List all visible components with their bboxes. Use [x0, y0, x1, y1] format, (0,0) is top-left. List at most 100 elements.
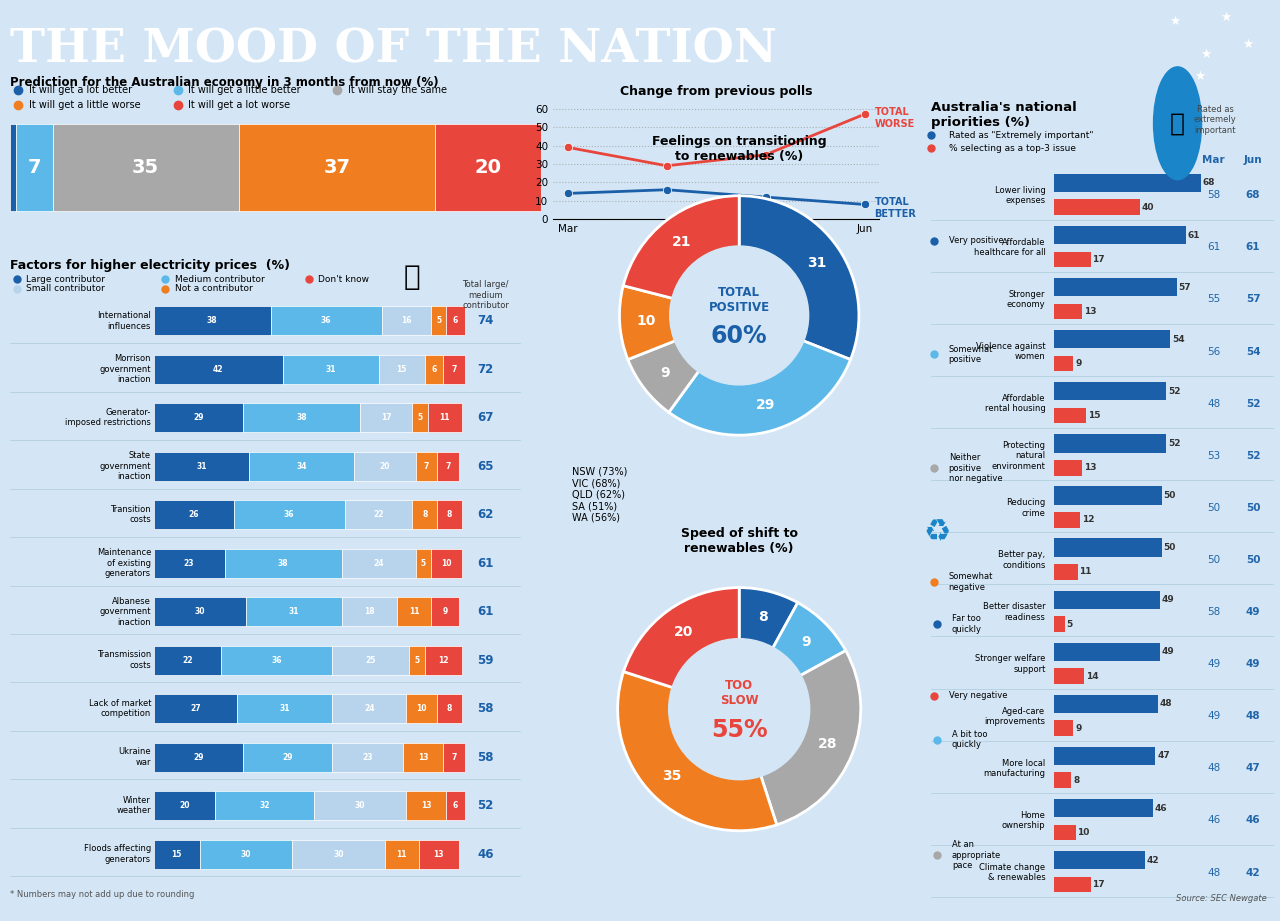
Wedge shape [739, 196, 859, 359]
Text: Affordable
rental housing: Affordable rental housing [984, 394, 1046, 414]
Text: Large contributor: Large contributor [26, 274, 105, 284]
Bar [436, 451, 458, 481]
Text: Mar: Mar [1202, 156, 1225, 166]
Text: 61: 61 [1245, 242, 1261, 252]
Bar [436, 500, 462, 530]
Text: ★: ★ [1221, 11, 1231, 24]
Text: Transition
costs: Transition costs [110, 505, 151, 524]
Text: 6: 6 [453, 316, 458, 325]
Bar [1053, 616, 1065, 632]
Bar [1053, 304, 1082, 320]
Bar [436, 694, 462, 723]
Wedge shape [739, 588, 797, 709]
Bar [410, 646, 425, 675]
Text: 42: 42 [1245, 868, 1261, 878]
Text: Factors for higher electricity prices  (%): Factors for higher electricity prices (%… [10, 259, 291, 273]
Text: 37: 37 [324, 158, 351, 177]
Bar [154, 451, 250, 481]
Text: Better disaster
readiness: Better disaster readiness [983, 602, 1046, 622]
Bar [200, 840, 292, 869]
Text: THE MOOD OF THE NATION: THE MOOD OF THE NATION [10, 27, 777, 72]
Text: Aged-care
improvements: Aged-care improvements [984, 706, 1046, 726]
Text: 72: 72 [477, 363, 494, 376]
Text: 52: 52 [1167, 387, 1180, 396]
Text: Lack of market
competition: Lack of market competition [88, 699, 151, 718]
Bar [403, 742, 443, 772]
Bar [1053, 382, 1166, 401]
Text: 9: 9 [1075, 359, 1082, 368]
Bar [237, 694, 333, 723]
Text: 38: 38 [278, 559, 288, 567]
Bar [154, 742, 243, 772]
Text: 8: 8 [422, 510, 428, 519]
Text: TOTAL
BETTER: TOTAL BETTER [874, 197, 916, 219]
Bar [283, 355, 379, 384]
Text: * Numbers may not add up due to rounding: * Numbers may not add up due to rounding [10, 891, 195, 899]
Text: 52: 52 [1245, 399, 1261, 409]
Text: 5: 5 [1066, 620, 1073, 628]
Text: 20: 20 [179, 801, 189, 810]
Bar [419, 840, 458, 869]
Bar [379, 355, 425, 384]
Text: 42: 42 [1147, 856, 1158, 865]
Bar [271, 307, 381, 335]
Text: A bit too
quickly: A bit too quickly [952, 729, 987, 750]
Text: 10: 10 [416, 705, 428, 713]
Text: 31: 31 [806, 256, 826, 270]
Text: 13: 13 [421, 801, 431, 810]
Text: Small contributor: Small contributor [26, 285, 105, 293]
Text: 38: 38 [296, 414, 307, 422]
Text: 42: 42 [212, 365, 224, 374]
Text: 18: 18 [364, 607, 375, 616]
Text: It will get a little worse: It will get a little worse [29, 99, 141, 110]
Text: 50: 50 [1207, 503, 1220, 513]
Text: Jun: Jun [1244, 156, 1262, 166]
Text: 12: 12 [1082, 516, 1094, 524]
Text: 46: 46 [1155, 803, 1167, 812]
Bar [1053, 330, 1170, 348]
Text: 31: 31 [196, 461, 206, 471]
Text: 13: 13 [419, 752, 429, 762]
Text: 35: 35 [663, 769, 682, 783]
Circle shape [668, 638, 810, 780]
Text: 55%: 55% [710, 717, 768, 741]
Bar [342, 549, 416, 577]
Text: 23: 23 [362, 752, 372, 762]
Text: 21: 21 [672, 235, 691, 249]
Text: 13: 13 [1084, 463, 1096, 472]
Wedge shape [740, 602, 846, 709]
Text: 15: 15 [1088, 411, 1101, 420]
Text: It will get a lot better: It will get a lot better [29, 85, 132, 95]
Text: 38: 38 [207, 316, 218, 325]
Text: 30: 30 [195, 607, 205, 616]
Bar [1053, 174, 1201, 192]
Text: 36: 36 [271, 656, 282, 665]
Text: 30: 30 [241, 849, 251, 858]
Text: TOO
SLOW: TOO SLOW [719, 680, 759, 707]
Text: Total large/
medium
contributor: Total large/ medium contributor [462, 281, 509, 310]
Text: 32: 32 [260, 801, 270, 810]
Text: ★: ★ [1201, 48, 1211, 61]
Text: ★: ★ [1243, 38, 1253, 51]
Bar [224, 549, 342, 577]
Text: 7: 7 [27, 158, 41, 177]
Text: 20: 20 [475, 158, 502, 177]
Bar [1053, 408, 1087, 424]
Text: Maintenance
of existing
generators: Maintenance of existing generators [96, 548, 151, 578]
Bar [1053, 851, 1144, 869]
Text: 57: 57 [1245, 295, 1261, 305]
Bar [314, 791, 406, 821]
Text: 50: 50 [1164, 491, 1176, 500]
Bar [154, 307, 271, 335]
Text: It will stay the same: It will stay the same [348, 85, 447, 95]
Wedge shape [623, 588, 740, 709]
Text: ★: ★ [1194, 70, 1204, 84]
Bar [1053, 669, 1084, 684]
Text: 36: 36 [284, 510, 294, 519]
Bar [1053, 435, 1166, 452]
Text: 25: 25 [366, 656, 376, 665]
Bar [1053, 694, 1157, 713]
Text: 13: 13 [434, 849, 444, 858]
Text: 49: 49 [1245, 607, 1261, 617]
Bar [243, 403, 360, 432]
